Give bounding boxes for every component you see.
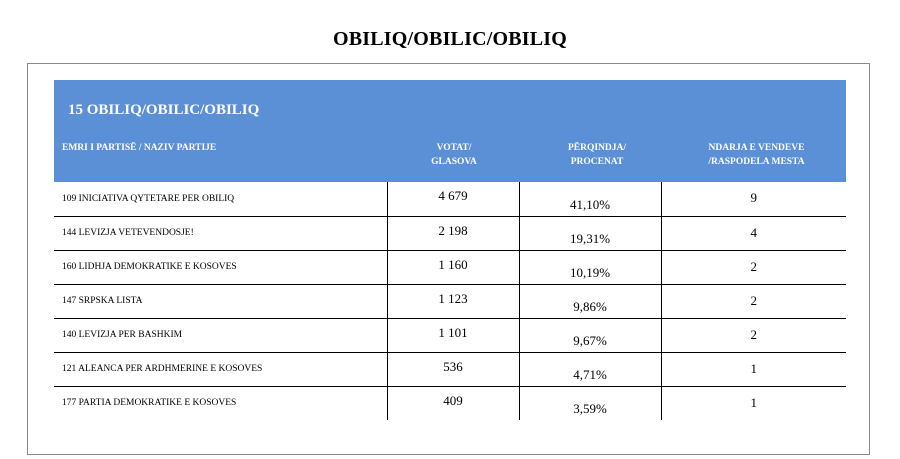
party-name-cell: 177 PARTIA DEMOKRATIKE E KOSOVES — [54, 386, 388, 420]
seats-cell: 9 — [661, 182, 846, 217]
seats-cell: 2 — [661, 318, 846, 353]
percent-cell: 4,71% — [519, 352, 662, 387]
column-header-party: EMRI I PARTISË / NAZIV PARTIJE — [62, 143, 217, 153]
votes-cell: 4 679 — [387, 182, 520, 217]
votes-cell: 1 123 — [387, 284, 520, 319]
column-header-percent-line2: PROCENAT — [570, 157, 624, 167]
party-name-cell: 160 LIDHJA DEMOKRATIKE E KOSOVES — [54, 250, 388, 285]
column-header-percent-line1: PËRQINDJA/ — [567, 143, 627, 153]
party-name-cell: 121 ALEANCA PER ARDHMERINE E KOSOVES — [54, 352, 388, 387]
column-header-seats-line2: /RASPODELA MESTA — [708, 157, 805, 167]
table-row: 147 SRPSKA LISTA 1 123 9,86% 2 — [54, 284, 846, 319]
page-title: OBILIQ/OBILIC/OBILIQ — [332, 28, 568, 50]
table-row: 160 LIDHJA DEMOKRATIKE E KOSOVES 1 160 1… — [54, 250, 846, 285]
results-frame — [27, 63, 870, 455]
percent-cell: 9,86% — [519, 284, 662, 319]
votes-cell: 1 160 — [387, 250, 520, 285]
seats-cell: 1 — [750, 394, 758, 410]
votes-cell: 1 101 — [387, 318, 520, 353]
percent-cell: 10,19% — [519, 250, 662, 285]
column-header-percent: PËRQINDJA/ PROCENAT — [532, 141, 662, 169]
results-table: 109 INICIATIVA QYTETARE PER OBILIQ 4 679… — [54, 182, 846, 420]
party-name-cell: 147 SRPSKA LISTA — [54, 284, 388, 319]
party-name-cell: 109 INICIATIVA QYTETARE PER OBILIQ — [54, 182, 388, 217]
seats-cell: 4 — [661, 216, 846, 251]
table-row: 144 LEVIZJA VETEVENDOSJE! 2 198 19,31% 4 — [54, 216, 846, 251]
district-title: 15 OBILIQ/OBILIC/OBILIQ — [68, 102, 260, 118]
table-row: 177 PARTIA DEMOKRATIKE E KOSOVES 409 3,5… — [54, 386, 846, 420]
percent-cell: 3,59% — [519, 386, 662, 420]
column-header-seats: NDARJA E VENDEVE /RASPODELA MESTA — [674, 141, 839, 169]
votes-cell: 409 — [387, 386, 520, 420]
seats-cell: 2 — [661, 284, 846, 319]
column-header-votes-line2: GLASOVA — [431, 157, 477, 167]
seats-cell: 1 — [661, 352, 846, 387]
column-header-votes-line1: VOTAT/ — [436, 143, 472, 153]
votes-cell: 2 198 — [387, 216, 520, 251]
percent-cell: 19,31% — [519, 216, 662, 251]
table-header: 15 OBILIQ/OBILIC/OBILIQ EMRI I PARTISË /… — [54, 80, 846, 182]
table-row: 109 INICIATIVA QYTETARE PER OBILIQ 4 679… — [54, 182, 846, 217]
party-name-cell: 144 LEVIZJA VETEVENDOSJE! — [54, 216, 388, 251]
percent-cell: 9,67% — [519, 318, 662, 353]
votes-cell: 536 — [387, 352, 520, 387]
column-header-votes: VOTAT/ GLASOVA — [399, 141, 509, 169]
column-header-seats-line1: NDARJA E VENDEVE — [708, 143, 805, 153]
seats-cell: 2 — [661, 250, 846, 285]
table-row: 140 LEVIZJA PER BASHKIM 1 101 9,67% 2 — [54, 318, 846, 353]
percent-cell: 41,10% — [519, 182, 662, 217]
table-row: 121 ALEANCA PER ARDHMERINE E KOSOVES 536… — [54, 352, 846, 387]
party-name-cell: 140 LEVIZJA PER BASHKIM — [54, 318, 388, 353]
